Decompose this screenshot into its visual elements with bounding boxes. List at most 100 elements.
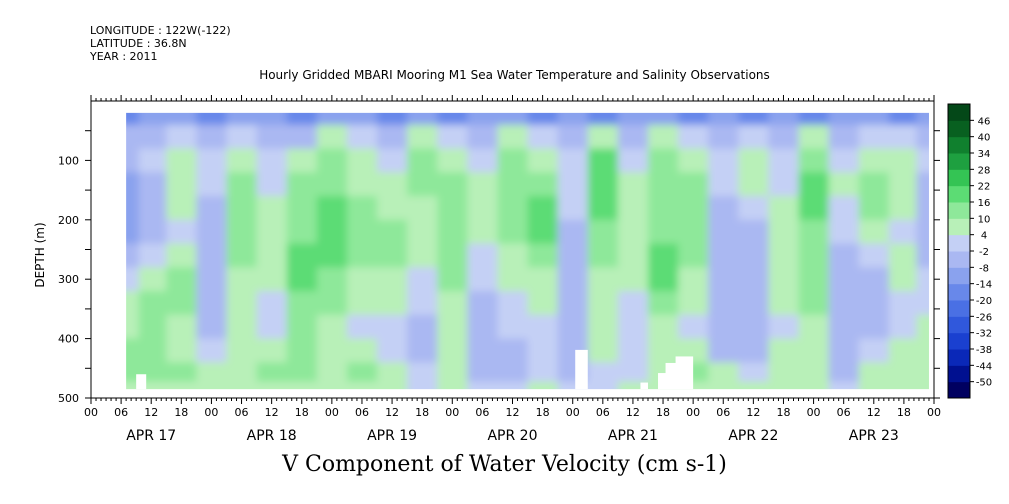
heatmap-cell	[617, 124, 649, 150]
heatmap-cell	[407, 314, 439, 340]
heatmap-cell	[437, 243, 469, 269]
x-hour-tick-label: 06	[355, 406, 369, 419]
colorbar-swatch	[948, 136, 970, 154]
heatmap-cell	[708, 362, 740, 383]
heatmap-cell	[377, 362, 409, 383]
heatmap-cell	[286, 243, 318, 269]
heatmap-cell	[858, 172, 890, 198]
heatmap-cell	[647, 243, 680, 269]
heatmap-cell	[916, 219, 929, 245]
heatmap-cell	[738, 172, 770, 198]
heatmap-cell	[407, 338, 439, 364]
heatmap-cell	[708, 124, 740, 150]
heatmap-cell	[497, 219, 529, 245]
heatmap-cell	[678, 112, 710, 126]
heatmap-cell	[437, 267, 469, 293]
heatmap-cell	[708, 381, 740, 390]
heatmap-cell	[138, 267, 168, 293]
colorbar-swatch	[948, 365, 970, 383]
heatmap-cell	[407, 243, 439, 269]
heatmap-cell	[768, 314, 800, 340]
heatmap-cell	[467, 196, 499, 221]
heatmap-cell	[286, 172, 318, 198]
x-hour-tick-label: 12	[626, 406, 640, 419]
heatmap-cell	[126, 148, 140, 174]
heatmap-cell	[346, 172, 379, 198]
heatmap-cell	[497, 338, 529, 364]
heatmap-cell	[196, 148, 228, 174]
heatmap-cell	[346, 338, 379, 364]
heatmap-cell	[286, 196, 318, 221]
longitude-label: LONGITUDE : 122W(-122)	[90, 24, 231, 37]
colorbar-swatch	[948, 349, 970, 366]
heatmap-cell	[527, 112, 559, 126]
colorbar-tick-label: -8	[979, 263, 989, 274]
heatmap-cell	[708, 314, 740, 340]
x-hour-tick-label: 06	[235, 406, 249, 419]
heatmap-cell	[888, 291, 918, 316]
heatmap-cell	[557, 219, 589, 245]
heatmap-cell	[527, 219, 559, 245]
heatmap-cell	[497, 267, 529, 293]
heatmap-cell	[196, 381, 228, 390]
x-hour-tick-label: 00	[204, 406, 218, 419]
heatmap-cell	[678, 172, 710, 198]
colorbar-tick-label: -26	[976, 312, 992, 323]
colorbar-tick-label: -2	[979, 247, 989, 258]
heatmap-cell	[437, 362, 469, 383]
heatmap-cell	[617, 381, 649, 390]
heatmap-cell	[377, 124, 409, 150]
heatmap-cell	[798, 148, 830, 174]
x-hour-tick-label: 12	[746, 406, 760, 419]
heatmap-cell	[798, 243, 830, 269]
heatmap-cell	[587, 291, 619, 316]
heatmap-cell	[497, 124, 529, 150]
heatmap-cell	[138, 196, 168, 221]
heatmap-cell	[828, 219, 860, 245]
heatmap-cell	[888, 112, 918, 126]
colorbar-tick-label: -38	[976, 345, 992, 356]
heatmap-cell	[256, 172, 288, 198]
no-data-patch	[640, 382, 648, 390]
heatmap-cell	[828, 196, 860, 221]
heatmap-cell	[166, 219, 198, 245]
x-hour-tick-label: 00	[445, 406, 459, 419]
heatmap-cell	[346, 196, 379, 221]
heatmap-cell	[497, 196, 529, 221]
heatmap-cell	[166, 291, 198, 316]
heatmap-cell	[647, 267, 680, 293]
heatmap-cell	[126, 314, 140, 340]
heatmap-cell	[587, 112, 619, 126]
heatmap-cell	[888, 243, 918, 269]
heatmap-cell	[138, 291, 168, 316]
heatmap-cell	[377, 172, 409, 198]
heatmap-cell	[316, 112, 348, 126]
heatmap-cell	[798, 112, 830, 126]
heatmap-cell	[858, 196, 890, 221]
heatmap-cell	[346, 124, 379, 150]
heatmap-cell	[888, 196, 918, 221]
heatmap-cell	[407, 362, 439, 383]
heatmap-cell	[798, 362, 830, 383]
heatmap-cell	[617, 196, 649, 221]
heatmap-cell	[126, 381, 140, 390]
x-hour-tick-label: 12	[144, 406, 158, 419]
x-day-label: APR 19	[367, 428, 417, 444]
heatmap-cell	[286, 314, 318, 340]
heatmap-cell	[226, 148, 258, 174]
x-hour-tick-label: 18	[776, 406, 790, 419]
heatmap-cell	[888, 381, 918, 390]
heatmap-cell	[166, 148, 198, 174]
heatmap-cell	[708, 338, 740, 364]
heatmap-cell	[316, 291, 348, 316]
colorbar-swatch	[948, 120, 970, 138]
heatmap-cell	[226, 291, 258, 316]
heatmap-cell	[346, 112, 379, 126]
heatmap-cell	[196, 291, 228, 316]
x-hour-tick-label: 18	[174, 406, 188, 419]
heatmap-cell	[226, 362, 258, 383]
heatmap-cell	[126, 338, 140, 364]
heatmap-cell	[467, 148, 499, 174]
heatmap-cell	[138, 112, 168, 126]
heatmap-cell	[256, 267, 288, 293]
